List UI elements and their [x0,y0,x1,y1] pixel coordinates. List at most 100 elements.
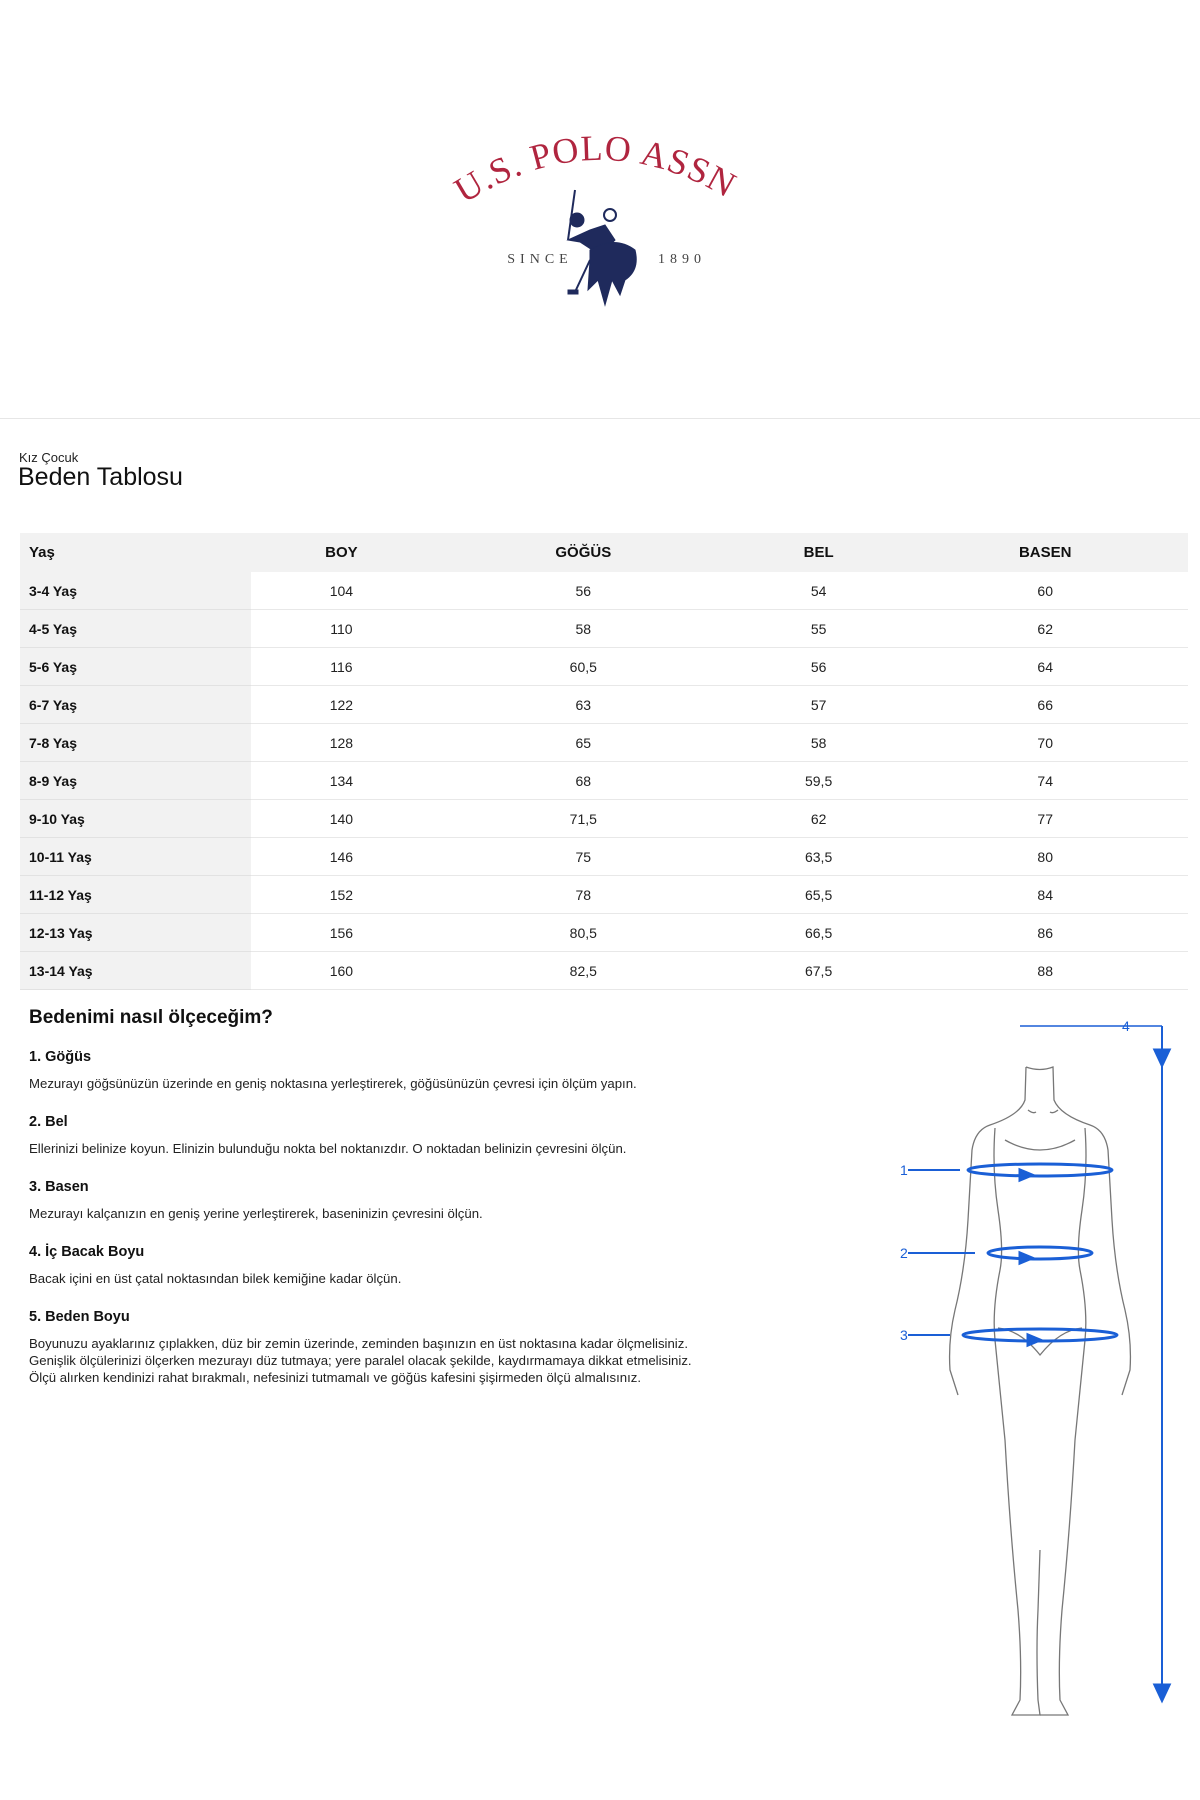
measure-item-text: Bacak içini en üst çatal noktasından bil… [29,1271,402,1286]
cell-hip: 64 [902,647,1188,686]
cell-waist: 63,5 [734,837,903,876]
measure-item-title: 3. Basen [29,1179,89,1195]
table-row: 12-13 Yaş 156 80,5 66,5 86 [20,913,1188,952]
svg-text:U.S. POLO ASSN.: U.S. POLO ASSN. [440,130,743,211]
page-subtitle: Kız Çocuk [19,450,79,465]
cell-height: 140 [251,799,432,838]
cell-waist: 56 [734,647,903,686]
cell-hip: 84 [902,875,1188,914]
cell-hip: 74 [902,761,1188,800]
cell-age: 13-14 Yaş [20,951,251,990]
cell-chest: 75 [431,837,735,876]
brand-logo: U.S. POLO ASSN. SINCE 1890 [435,98,760,330]
cell-waist: 58 [734,723,903,762]
logo-year-text: 1890 [658,252,706,267]
body-measurement-figure: 1 2 3 4 [900,1010,1180,1740]
measure-item-text: Ellerinizi belinize koyun. Elinizin bulu… [29,1141,627,1156]
cell-hip: 66 [902,685,1188,724]
cell-chest: 60,5 [431,647,735,686]
cell-age: 8-9 Yaş [20,761,251,800]
cell-hip: 70 [902,723,1188,762]
table-row: 6-7 Yaş 122 63 57 66 [20,685,1188,724]
cell-age: 9-10 Yaş [20,799,251,838]
table-row: 9-10 Yaş 140 71,5 62 77 [20,799,1188,838]
header-waist: BEL [734,533,903,572]
cell-chest: 78 [431,875,735,914]
cell-chest: 58 [431,609,735,648]
figure-label-1: 1 [900,1162,908,1178]
cell-hip: 86 [902,913,1188,952]
table-header-row: Yaş BOY GÖĞÜS BEL BASEN [20,533,1188,572]
measure-item-title: 4. İç Bacak Boyu [29,1244,145,1260]
figure-label-4: 4 [1122,1018,1130,1034]
cell-height: 134 [251,761,432,800]
cell-height: 128 [251,723,432,762]
header-age: Yaş [20,533,251,572]
cell-height: 156 [251,913,432,952]
cell-waist: 62 [734,799,903,838]
cell-age: 12-13 Yaş [20,913,251,952]
cell-chest: 56 [431,572,735,610]
logo-brand-text: U.S. POLO ASSN. [435,98,742,211]
cell-height: 116 [251,647,432,686]
cell-waist: 66,5 [734,913,903,952]
page-title: Beden Tablosu [18,463,183,491]
header-chest: GÖĞÜS [431,533,735,572]
table-row: 13-14 Yaş 160 82,5 67,5 88 [20,951,1188,990]
cell-hip: 62 [902,609,1188,648]
cell-waist: 55 [734,609,903,648]
measure-item-text: Mezurayı göğsünüzün üzerinde en geniş no… [29,1076,637,1091]
cell-chest: 63 [431,685,735,724]
figure-label-2: 2 [900,1245,908,1261]
cell-age: 11-12 Yaş [20,875,251,914]
cell-age: 10-11 Yaş [20,837,251,876]
cell-waist: 54 [734,572,903,610]
table-row: 3-4 Yaş 104 56 54 60 [20,572,1188,610]
cell-height: 104 [251,572,432,610]
cell-height: 122 [251,685,432,724]
polo-horseman-emblem [566,189,637,307]
cell-height: 146 [251,837,432,876]
header-height: BOY [251,533,432,572]
cell-chest: 65 [431,723,735,762]
size-table: Yaş BOY GÖĞÜS BEL BASEN 3-4 Yaş 104 56 54 60… [20,533,1188,990]
cell-chest: 68 [431,761,735,800]
measure-item-title: 1. Göğüs [29,1049,92,1065]
cell-hip: 88 [902,951,1188,990]
table-row: 5-6 Yaş 116 60,5 56 64 [20,647,1188,686]
cell-waist: 67,5 [734,951,903,990]
cell-chest: 82,5 [431,951,735,990]
cell-height: 152 [251,875,432,914]
table-row: 4-5 Yaş 110 58 55 62 [20,609,1188,648]
table-row: 7-8 Yaş 128 65 58 70 [20,723,1188,762]
cell-height: 160 [251,951,432,990]
cell-chest: 80,5 [431,913,735,952]
logo-since-text: SINCE [507,252,572,267]
cell-age: 6-7 Yaş [20,685,251,724]
cell-age: 7-8 Yaş [20,723,251,762]
cell-waist: 65,5 [734,875,903,914]
cell-hip: 60 [902,572,1188,610]
figure-label-3: 3 [900,1327,908,1343]
cell-age: 3-4 Yaş [20,572,251,610]
table-row: 11-12 Yaş 152 78 65,5 84 [20,875,1188,914]
cell-age: 4-5 Yaş [20,609,251,648]
how-to-measure-section: Bedenimi nasıl ölçeceğim? 1. Göğüs Mezura… [29,1007,789,1408]
cell-hip: 80 [902,837,1188,876]
body-outline [948,1066,1132,1716]
cell-waist: 59,5 [734,761,903,800]
measure-item-text: Boyunuzu ayaklarınız çıplakken, düz bir … [29,1336,692,1385]
cell-waist: 57 [734,685,903,724]
cell-height: 110 [251,609,432,648]
measure-lines [908,1025,1172,1704]
measure-item-text: Mezurayı kalçanızın en geniş yerine yerl… [29,1206,483,1221]
cell-age: 5-6 Yaş [20,647,251,686]
header-divider [0,418,1200,419]
measure-item-title: 2. Bel [29,1114,68,1130]
header-hip: BASEN [902,533,1188,572]
how-to-measure-heading: Bedenimi nasıl ölçeceğim? [29,1007,273,1028]
table-row: 8-9 Yaş 134 68 59,5 74 [20,761,1188,800]
table-row: 10-11 Yaş 146 75 63,5 80 [20,837,1188,876]
cell-hip: 77 [902,799,1188,838]
measure-item-title: 5. Beden Boyu [29,1309,130,1325]
